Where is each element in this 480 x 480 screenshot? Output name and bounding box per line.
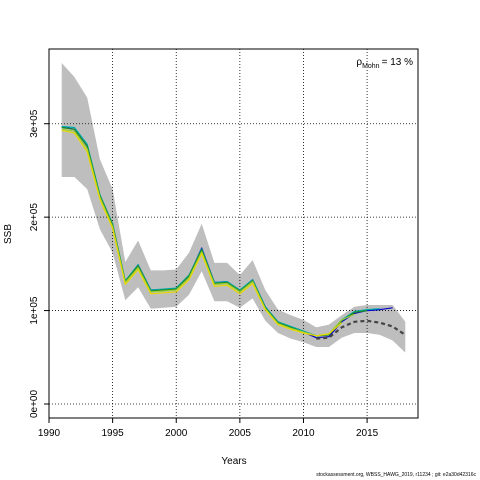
y-tick-label: 0e+00 xyxy=(29,390,40,419)
y-tick-label: 1e+05 xyxy=(29,296,40,325)
footer-credit: stockassessment.org, WBSS_HAWG_2019, r11… xyxy=(316,472,476,478)
series-line-6 xyxy=(316,319,406,340)
x-tick-label: 2000 xyxy=(165,428,188,439)
axis-layer: 1990 1995 2000 2005 2010 2015 0e+00 1e+05 2e+05 3… xyxy=(29,109,379,439)
x-tick-label: 2010 xyxy=(292,428,315,439)
x-tick-label: 1995 xyxy=(101,428,124,439)
x-tick-label: 1990 xyxy=(38,428,61,439)
series-line-5 xyxy=(61,129,343,337)
mohn-rho-label: ρMohn = 13 % xyxy=(356,57,413,70)
x-tick-label: 2005 xyxy=(229,428,252,439)
series-layer xyxy=(61,125,406,340)
y-tick-label: 2e+05 xyxy=(29,203,40,232)
x-tick-label: 2015 xyxy=(356,428,379,439)
x-axis-label: Years xyxy=(221,456,246,467)
y-axis-label: SSB xyxy=(3,224,14,244)
series-line-4 xyxy=(61,128,355,337)
confidence-band xyxy=(61,63,406,353)
confidence-band-layer xyxy=(61,63,406,353)
rho-symbol: ρ xyxy=(356,57,362,68)
rho-value: = 13 % xyxy=(382,57,414,68)
y-tick-label: 3e+05 xyxy=(29,109,40,138)
rho-subscript: Mohn xyxy=(362,63,380,70)
plot-frame xyxy=(48,48,419,419)
